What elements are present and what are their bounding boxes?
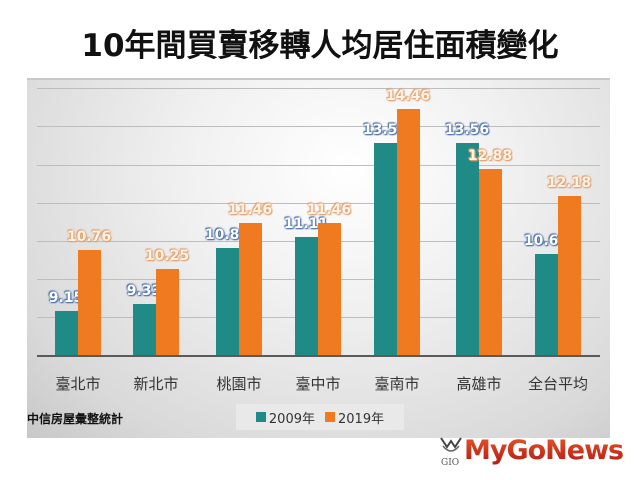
data-label: 11.46 [227,202,273,219]
bar-2019 [239,223,262,355]
gridline [37,202,600,204]
category-label: 臺中市 [295,375,341,393]
data-label: 13.56 [362,122,408,139]
data-label: 9.33 [126,283,162,300]
legend-item-2019: 2019年 [325,408,384,427]
data-label: 11.11 [283,215,329,232]
gridline [37,126,600,128]
x-axis-baseline [37,355,600,357]
logo-mark-icon: GIO [438,434,464,468]
bar-2009 [133,304,156,355]
category-label: 新北市 [133,375,179,393]
chart-legend: 2009年 2019年 [236,404,404,430]
category-label: 臺南市 [374,375,420,393]
bar-2019 [318,223,341,355]
legend-label-2009: 2009年 [268,411,315,427]
legend-label-2019: 2019年 [338,411,385,427]
bar-2009 [55,311,78,355]
mygonews-logo: GIO MyGoNews [438,432,624,468]
category-label: 臺北市 [55,375,101,393]
gridline [37,88,600,90]
logo-text: MyGoNews [464,434,624,466]
data-label: 11.46 [306,202,352,219]
bar-2009 [295,236,318,355]
bar-2019 [397,108,420,355]
legend-swatch-2019 [325,412,335,422]
data-label: 12.18 [546,174,592,191]
category-label: 高雄市 [456,375,502,393]
data-label: 10.82 [204,226,250,243]
bar-2019 [479,169,502,355]
bar-2009 [456,143,479,355]
svg-text:GIO: GIO [441,458,459,468]
page-title: 10年間買賣移轉人均居住面積變化 [81,28,559,64]
bar-2009 [535,254,558,355]
data-label: 10.25 [144,248,190,265]
gridline [37,164,600,166]
bar-2019 [558,195,581,355]
category-label: 桃園市 [216,375,262,393]
bar-2009 [216,247,239,355]
data-label: 9.15 [48,290,84,307]
data-label: 14.46 [385,87,431,104]
bar-2019 [78,249,101,355]
bar-2009 [374,143,397,355]
source-note: 中信房屋彙整統計 [27,412,124,426]
data-label: 10.65 [523,233,569,250]
data-label: 13.56 [444,122,490,139]
legend-item-2009: 2009年 [255,408,315,427]
legend-swatch-2009 [255,412,266,422]
data-label: 12.88 [467,148,513,165]
category-label: 全台平均 [527,375,588,393]
bar-2019 [156,269,179,355]
data-label: 10.76 [66,228,112,245]
